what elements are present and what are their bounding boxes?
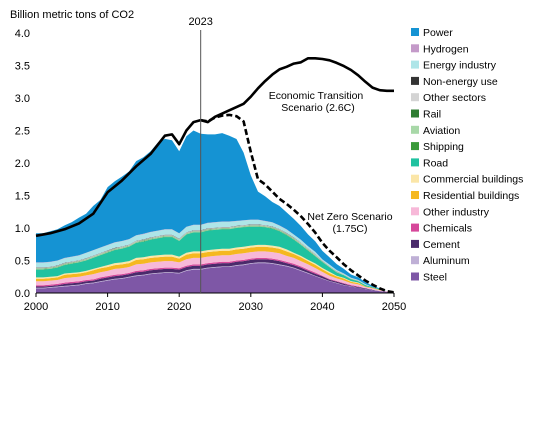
area-steel <box>36 263 394 293</box>
scenario-line-net-zero-scenario-1-75c <box>200 113 395 294</box>
legend-swatch-power <box>411 28 419 36</box>
legend: Power Hydrogen Energy industry Non-energy u… <box>411 27 523 284</box>
x-tick-label: 2020 <box>167 301 191 313</box>
legend-label-chemicals: Chemicals <box>423 223 472 235</box>
y-tick-label: 4.0 <box>15 28 30 40</box>
y-tick-label: 2.5 <box>15 126 30 138</box>
legend-swatch-shipping <box>411 142 419 151</box>
legend-swatch-chemicals <box>411 223 419 232</box>
stacked-areas <box>36 130 394 293</box>
legend-swatch-other-sectors <box>411 93 419 102</box>
legend-label-non-energy-use: Non-energy use <box>423 76 498 88</box>
legend-label-other-sectors: Other sectors <box>423 92 486 104</box>
x-tick-label: 2030 <box>239 301 263 313</box>
year-marker-label: 2023 <box>188 16 212 28</box>
legend-swatch-commercial-buildings <box>411 174 419 183</box>
legend-label-residential-buildings: Residential buildings <box>423 190 519 202</box>
annotation-netzero-line2: (1.75C) <box>332 223 367 235</box>
area-commercial-buildings <box>36 244 394 293</box>
year-marker: 2023 <box>188 16 213 293</box>
legend-label-power: Power <box>423 27 453 39</box>
scenario-line-economic-transition-scenario-2-6c <box>35 57 394 238</box>
legend-label-commercial-buildings: Commercial buildings <box>423 174 523 186</box>
legend-label-other-industry: Other industry <box>423 206 490 218</box>
legend-label-energy-industry: Energy industry <box>423 60 497 72</box>
annotation-economic-line1: Economic Transition <box>269 90 364 102</box>
legend-swatch-hydrogen <box>411 44 419 53</box>
scenario-annotations: Economic Transition Scenario (2.6C) Net … <box>269 90 393 235</box>
legend-swatch-cement <box>411 239 419 248</box>
y-tick-label: 0.5 <box>15 256 30 268</box>
legend-label-hydrogen: Hydrogen <box>423 43 469 55</box>
scenario-lines <box>35 57 395 294</box>
legend-swatch-steel <box>411 272 419 281</box>
y-tick-label: 3.0 <box>15 93 30 105</box>
legend-swatch-energy-industry <box>411 60 419 69</box>
area-road <box>36 226 394 293</box>
y-tick-label: 1.5 <box>15 191 30 203</box>
legend-swatch-other-industry <box>411 207 419 216</box>
legend-label-road: Road <box>423 157 448 169</box>
axes: 0.0 0.5 1.0 1.5 2.0 2.5 3.0 3.5 4.0 2000 2010 2020 2… <box>15 28 407 313</box>
x-tick-label: 2000 <box>24 301 48 313</box>
legend-label-rail: Rail <box>423 109 441 121</box>
x-tick-label: 2010 <box>95 301 119 313</box>
y-tick-label: 2.0 <box>15 158 30 170</box>
legend-swatch-residential-buildings <box>411 191 419 199</box>
legend-label-aluminum: Aluminum <box>423 255 470 267</box>
x-tick-label: 2050 <box>382 301 406 313</box>
legend-swatch-rail <box>411 109 419 118</box>
legend-label-aviation: Aviation <box>423 125 460 137</box>
legend-label-shipping: Shipping <box>423 141 464 153</box>
y-tick-label: 0.0 <box>15 288 30 300</box>
legend-swatch-aluminum <box>411 256 419 265</box>
annotation-netzero-line1: Net Zero Scenario <box>307 211 392 223</box>
annotation-economic-line2: Scenario (2.6C) <box>281 102 355 114</box>
legend-label-steel: Steel <box>423 272 447 284</box>
x-tick-label: 2040 <box>310 301 334 313</box>
legend-swatch-road <box>411 158 419 167</box>
y-tick-label: 1.0 <box>15 223 30 235</box>
y-axis-label: Billion metric tons of CO2 <box>10 9 134 21</box>
area-residential-buildings <box>36 246 394 293</box>
legend-label-cement: Cement <box>423 239 460 251</box>
area-power <box>36 130 394 293</box>
area-cement <box>36 259 394 293</box>
legend-swatch-aviation <box>411 125 419 134</box>
y-tick-label: 3.5 <box>15 61 30 73</box>
legend-swatch-non-energy-use <box>411 76 419 85</box>
